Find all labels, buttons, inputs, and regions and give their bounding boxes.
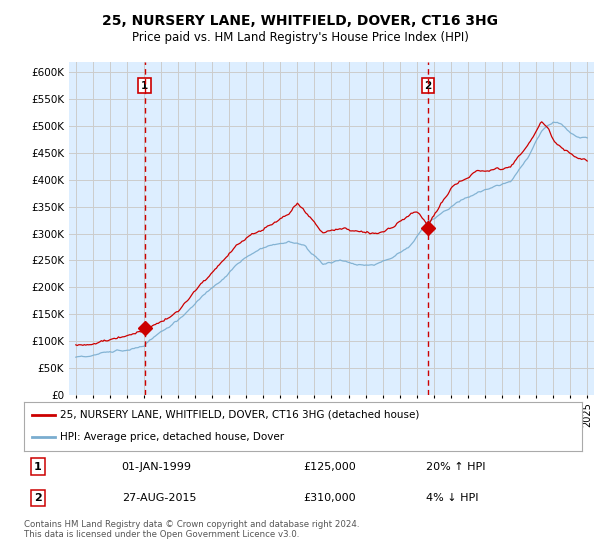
Text: HPI: Average price, detached house, Dover: HPI: Average price, detached house, Dove… xyxy=(60,432,284,442)
Text: 4% ↓ HPI: 4% ↓ HPI xyxy=(426,493,478,503)
Text: £125,000: £125,000 xyxy=(303,461,356,472)
Text: 25, NURSERY LANE, WHITFIELD, DOVER, CT16 3HG: 25, NURSERY LANE, WHITFIELD, DOVER, CT16… xyxy=(102,14,498,28)
Text: Price paid vs. HM Land Registry's House Price Index (HPI): Price paid vs. HM Land Registry's House … xyxy=(131,31,469,44)
Text: 2: 2 xyxy=(34,493,42,503)
Text: 20% ↑ HPI: 20% ↑ HPI xyxy=(426,461,485,472)
Text: 27-AUG-2015: 27-AUG-2015 xyxy=(122,493,196,503)
Text: 2: 2 xyxy=(424,81,431,91)
Text: 25, NURSERY LANE, WHITFIELD, DOVER, CT16 3HG (detached house): 25, NURSERY LANE, WHITFIELD, DOVER, CT16… xyxy=(60,410,419,420)
Text: £310,000: £310,000 xyxy=(303,493,356,503)
Text: 1: 1 xyxy=(141,81,148,91)
Text: Contains HM Land Registry data © Crown copyright and database right 2024.
This d: Contains HM Land Registry data © Crown c… xyxy=(24,520,359,539)
Text: 1: 1 xyxy=(34,461,42,472)
Text: 01-JAN-1999: 01-JAN-1999 xyxy=(122,461,191,472)
